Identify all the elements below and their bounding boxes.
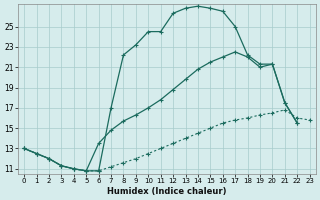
X-axis label: Humidex (Indice chaleur): Humidex (Indice chaleur): [107, 187, 227, 196]
